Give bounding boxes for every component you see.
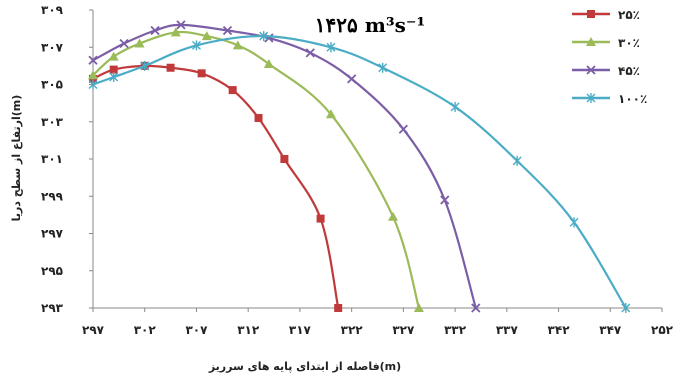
data-point	[346, 74, 357, 84]
data-point	[170, 27, 181, 37]
data-point	[201, 31, 212, 41]
legend-label: ۴۵٪	[618, 64, 640, 78]
data-point	[263, 59, 274, 69]
data-point	[512, 155, 522, 166]
x-tick-label: ۳۴۲	[548, 323, 571, 337]
data-point	[413, 303, 424, 312]
y-axis-title: ارتفاع از سطح دریا(m)	[10, 95, 23, 222]
series-line	[92, 30, 420, 309]
data-point	[197, 69, 206, 78]
series-2	[88, 27, 424, 312]
data-point	[325, 109, 336, 119]
series-1	[89, 61, 343, 312]
legend-swatch-marker	[586, 65, 596, 75]
series-layer	[88, 20, 631, 313]
data-point	[378, 62, 388, 73]
x-tick-label: ۲۹۷	[82, 323, 105, 337]
data-point	[88, 70, 98, 80]
x-tick-label: ۳۱۲	[237, 323, 260, 337]
y-tick-label: ۲۹۳	[41, 301, 64, 315]
legend-label: ۳۰٪	[618, 36, 640, 50]
data-point	[280, 155, 289, 163]
x-tick-label: ۳۰۲	[134, 323, 157, 337]
legend-item: ۲۵٪	[572, 8, 640, 22]
x-axis-title: فاصله از ابتدای پایه های سرریز(m)	[208, 360, 401, 373]
data-point	[254, 114, 263, 123]
data-point	[471, 303, 481, 313]
y-tick-label: ۳۰۵	[41, 78, 63, 92]
y-tick-label: ۲۹۹	[41, 189, 64, 203]
series-line	[92, 23, 477, 309]
x-tick-label: ۳۲۷	[392, 323, 415, 337]
data-point	[334, 304, 343, 312]
data-point	[398, 124, 409, 134]
data-point	[108, 51, 119, 61]
data-point	[166, 63, 175, 72]
data-point	[119, 38, 129, 49]
x-tick-label: ۳۴۷	[599, 323, 622, 337]
series-4	[88, 31, 631, 313]
legend: ۲۵٪ ۳۰٪ ۴۵٪ ۱۰۰٪	[572, 8, 647, 106]
y-tick-label: ۲۹۷	[41, 227, 64, 241]
series-3	[88, 20, 481, 313]
series-line	[92, 34, 627, 309]
x-tick-label: ۳۲۲	[341, 323, 364, 337]
x-ticks: ۲۹۷ ۳۰۲ ۳۰۷ ۳۱۲ ۳۱۷ ۳۲۲ ۳۲۷ ۳۳۲ ۳۳۷ ۳۴۲ ۳۴۷ ۲۵۲	[82, 308, 674, 337]
data-point	[569, 217, 579, 228]
legend-label: ۲۵٪	[618, 8, 640, 22]
data-point	[228, 86, 237, 95]
data-point	[191, 40, 201, 51]
data-point	[305, 48, 315, 58]
y-tick-label: ۳۰۹	[41, 3, 64, 17]
legend-swatch-marker	[586, 37, 596, 46]
plot-axes	[92, 10, 662, 309]
data-point	[450, 101, 460, 112]
y-tick-label: ۳۰۳	[41, 115, 64, 129]
data-point	[88, 55, 98, 65]
legend-swatch-marker	[586, 93, 596, 103]
data-point	[440, 195, 450, 205]
x-tick-label: ۳۳۲	[444, 323, 467, 337]
x-tick-label: ۲۵۲	[651, 323, 674, 337]
data-point	[134, 38, 145, 48]
legend-swatch-marker	[587, 10, 595, 18]
legend-item: ۱۰۰٪	[572, 92, 647, 106]
data-point	[232, 40, 243, 50]
x-tick-label: ۳۰۷	[185, 323, 208, 337]
y-tick-label: ۲۹۵	[41, 264, 63, 278]
legend-label: ۱۰۰٪	[618, 92, 647, 106]
data-point	[150, 25, 160, 36]
data-point	[109, 72, 119, 83]
data-point	[621, 303, 631, 313]
data-point	[109, 65, 118, 74]
data-point	[176, 20, 186, 30]
series-line	[92, 64, 340, 309]
y-ticks: ۲۹۳ ۲۹۵ ۲۹۷ ۲۹۹ ۳۰۱ ۳۰۳ ۳۰۵ ۳۰۷ ۳۰۹	[41, 3, 93, 315]
y-tick-label: ۳۰۷	[41, 40, 64, 54]
data-point	[259, 31, 269, 42]
y-tick-label: ۳۰۱	[41, 152, 63, 166]
data-point	[222, 25, 233, 36]
x-tick-label: ۳۳۷	[496, 323, 519, 337]
legend-item: ۳۰٪	[572, 36, 640, 50]
data-point	[326, 42, 336, 53]
data-point	[140, 60, 150, 71]
x-tick-label: ۳۱۷	[289, 323, 312, 337]
chart-title: ۱۴۲۵ m³s⁻¹	[315, 13, 425, 37]
legend-item: ۴۵٪	[572, 64, 640, 78]
data-point	[316, 214, 325, 223]
data-point	[388, 211, 399, 221]
